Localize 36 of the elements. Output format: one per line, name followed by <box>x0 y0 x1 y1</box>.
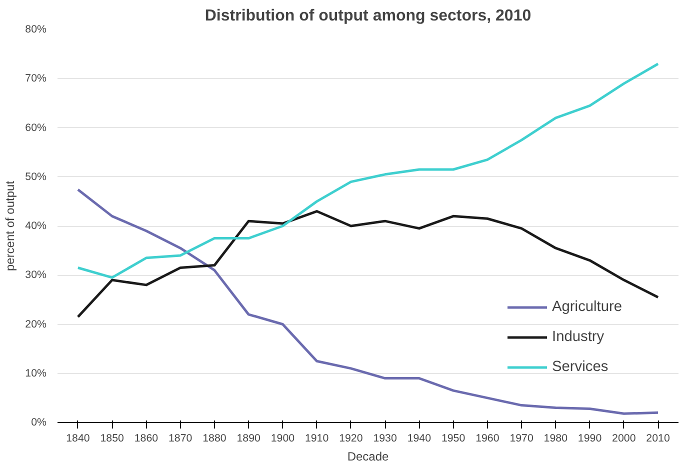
y-tick-label: 60% <box>25 122 48 134</box>
line-series <box>76 62 660 279</box>
x-tick-label: 1900 <box>270 432 295 444</box>
chart-title: Distribution of output among sectors, 2010 <box>204 8 532 24</box>
legend-label: Agriculture <box>552 299 622 315</box>
y-tick-label: 30% <box>25 269 48 282</box>
x-tick-label: 1980 <box>544 432 568 444</box>
x-tick-label: 2010 <box>646 432 670 444</box>
x-tick-label: 1970 <box>510 432 534 444</box>
x-tick-label: 1850 <box>100 432 124 444</box>
x-tick-label: 1960 <box>476 432 500 444</box>
y-tick-label: 50% <box>25 170 48 183</box>
x-axis-title: Decade <box>347 450 390 464</box>
line-series <box>76 188 660 415</box>
y-tick-label: 0% <box>31 416 48 428</box>
x-tick-label: 1880 <box>202 432 226 444</box>
y-tick-label: 70% <box>25 72 48 85</box>
y-tick-label: 10% <box>25 367 48 380</box>
x-tick-label: 1990 <box>578 432 602 444</box>
line-series <box>76 210 660 318</box>
legend-label: Services <box>552 359 608 375</box>
x-tick-label: 1840 <box>66 432 90 444</box>
x-tick-label: 1910 <box>304 432 329 444</box>
y-tick-label: 20% <box>25 318 48 330</box>
y-tick-label: 40% <box>25 220 48 232</box>
x-tick-label: 1890 <box>236 432 261 444</box>
y-tick-label: 80% <box>25 24 48 36</box>
x-tick-label: 1870 <box>168 432 192 444</box>
x-tick-label: 1930 <box>373 432 397 444</box>
x-tick-label: 1950 <box>441 432 466 444</box>
x-tick-label: 1860 <box>134 432 158 444</box>
x-tick-label: 1920 <box>339 432 363 444</box>
y-axis-title: percent of output <box>3 180 18 272</box>
legend-label: Industry <box>552 329 604 345</box>
x-tick-label: 2000 <box>612 432 636 444</box>
x-tick-label: 1940 <box>407 432 432 444</box>
